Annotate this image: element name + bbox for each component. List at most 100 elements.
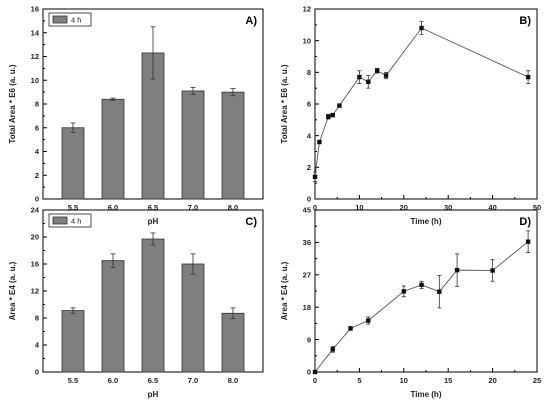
y-tick-label: 10	[31, 76, 39, 85]
panel-b: 0 2 4 6 8 10 12 Time (h) Total Area * E6 (a. u.)…	[280, 5, 541, 226]
x-tick-label: 7.0	[188, 376, 198, 385]
x-axis-title: pH	[148, 390, 159, 399]
y-tick-label: 27	[303, 271, 311, 280]
data-point	[326, 114, 331, 119]
data-point	[357, 74, 362, 80]
x-tick-label: 5	[357, 376, 361, 385]
panel-label: C)	[245, 216, 257, 228]
bar	[181, 263, 205, 373]
data-point	[312, 174, 318, 180]
y-axis-title: Total Area * E6 (a. u.)	[280, 64, 289, 143]
panel-label: D)	[519, 216, 531, 228]
data-point	[454, 267, 460, 273]
bar	[181, 90, 205, 200]
legend: 4 h	[48, 213, 92, 228]
data-point	[366, 318, 371, 323]
data-point	[437, 289, 442, 294]
x-tick-label: 6.0	[108, 203, 118, 212]
x-tick-label: 8.0	[228, 203, 238, 212]
series-line	[314, 241, 529, 373]
panel-label: B)	[519, 15, 531, 27]
data-point	[401, 289, 406, 294]
x-tick-label: 7.0	[188, 203, 198, 212]
y-tick-label: 24	[31, 206, 40, 215]
bar	[61, 310, 85, 373]
x-axis-title: pH	[148, 217, 159, 226]
x-tick-label: 0	[313, 376, 317, 385]
y-tick-label: 0	[35, 368, 39, 377]
bar	[101, 260, 125, 373]
y-tick-label: 6	[35, 123, 39, 132]
y-tick-label: 16	[31, 5, 39, 14]
y-tick-label: 16	[31, 260, 39, 269]
x-tick-label: 25	[533, 376, 541, 385]
x-tick-label: 20	[488, 376, 496, 385]
data-point	[374, 68, 380, 73]
panel-d: 0 9 18 27 36 45 Time (h) Area * E4 (a. u.) D) 0 5 1…	[280, 206, 541, 399]
legend-swatch	[52, 216, 68, 225]
x-tick-label: 6.5	[148, 376, 158, 385]
data-point	[525, 239, 531, 244]
x-tick-label: 10	[400, 376, 408, 385]
plot-frame	[314, 209, 538, 373]
y-tick-label: 2	[35, 171, 39, 180]
y-tick-label: 45	[303, 206, 311, 215]
y-tick-label: 36	[303, 238, 311, 247]
y-tick-label: 8	[35, 100, 39, 109]
bar	[221, 312, 245, 373]
x-tick-label: 8.0	[228, 376, 238, 385]
data-point	[312, 369, 318, 375]
y-tick-label: 0	[307, 195, 311, 204]
y-axis-title: Area * E4 (a. u.)	[8, 261, 17, 320]
data-point	[330, 112, 335, 118]
y-tick-label: 18	[303, 303, 311, 312]
data-point	[525, 74, 531, 80]
x-tick-label: 20	[400, 203, 408, 212]
x-tick-label: 10	[355, 203, 363, 212]
y-tick-label: 4	[35, 341, 40, 350]
y-tick-label: 4	[35, 147, 40, 156]
y-tick-label: 20	[31, 233, 39, 242]
x-tick-label: 50	[533, 203, 541, 212]
bar	[221, 91, 245, 200]
bar	[61, 127, 85, 200]
data-point	[490, 268, 495, 273]
series-line	[314, 27, 529, 177]
y-tick-label: 12	[303, 5, 311, 14]
data-point	[348, 326, 353, 331]
x-tick-label: 6.0	[108, 376, 118, 385]
y-tick-label: 12	[31, 287, 39, 296]
x-tick-label: 6.5	[148, 203, 158, 212]
panel-label: A)	[245, 15, 257, 27]
y-tick-label: 12	[31, 52, 39, 61]
y-tick-label: 6	[307, 100, 311, 109]
y-tick-label: 8	[307, 68, 311, 77]
legend-label: 4 h	[71, 16, 81, 25]
y-tick-label: 0	[35, 195, 39, 204]
y-tick-label: 0	[307, 368, 311, 377]
data-point	[366, 79, 371, 85]
y-tick-label: 2	[307, 163, 311, 172]
x-tick-label: 40	[488, 203, 496, 212]
x-tick-label: 30	[444, 203, 452, 212]
data-point	[330, 347, 335, 352]
bar	[141, 238, 165, 373]
data-point	[419, 282, 424, 288]
y-tick-label: 9	[307, 335, 311, 344]
y-axis-title: Total Area * E6 (a. u.)	[8, 64, 17, 143]
x-axis-title: Time (h)	[411, 390, 442, 399]
panel-c: 0 4 8 12 16 20 24 pH Area * E4 (a. u.) C) 5.5 6.0 6.…	[8, 206, 264, 399]
x-axis-title: Time (h)	[411, 217, 442, 226]
y-tick-label: 14	[31, 28, 40, 37]
data-point	[419, 25, 424, 31]
legend-label: 4 h	[71, 217, 81, 226]
y-axis-title: Area * E4 (a. u.)	[280, 261, 289, 320]
data-point	[317, 139, 322, 145]
plot-frame	[314, 8, 538, 200]
x-tick-label: 15	[444, 376, 452, 385]
y-tick-label: 10	[303, 36, 311, 45]
data-point	[383, 73, 389, 78]
x-tick-label: 5.5	[68, 203, 78, 212]
